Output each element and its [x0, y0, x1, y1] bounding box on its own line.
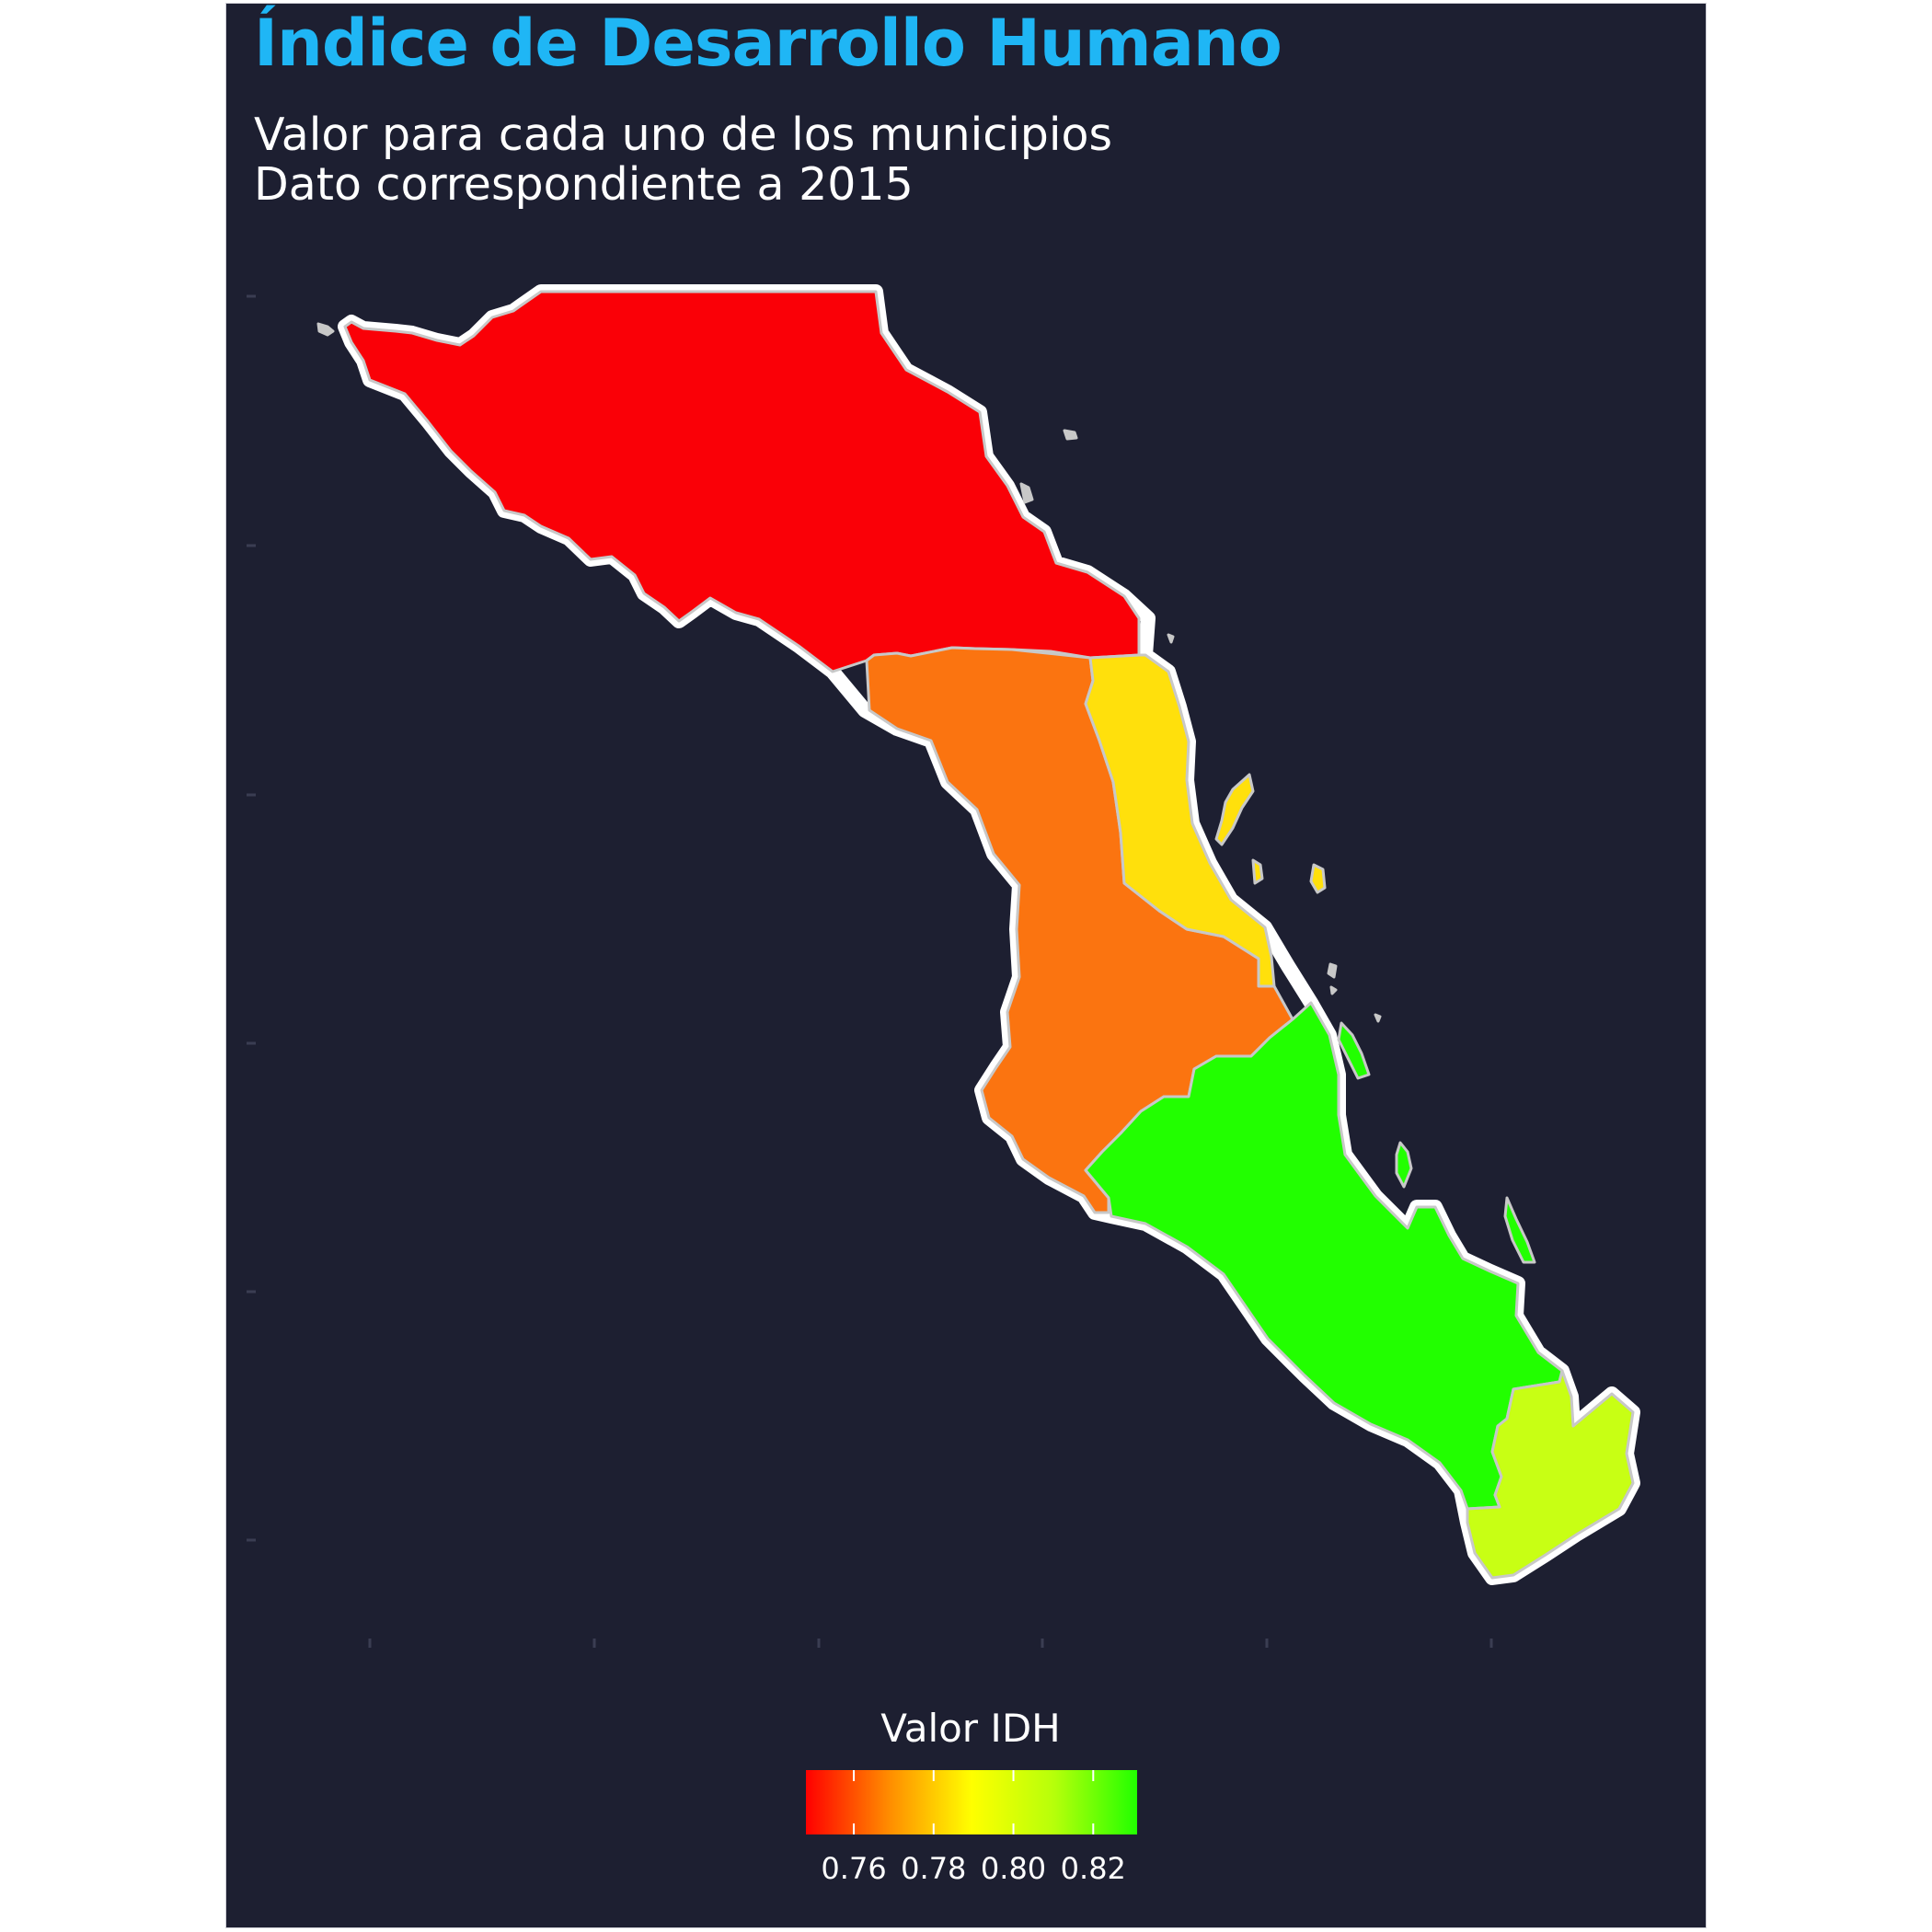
island [316, 322, 335, 337]
map-panel [225, 3, 1707, 1928]
island [1019, 482, 1034, 504]
municipio-norte[interactable] [343, 290, 1141, 673]
island [1309, 863, 1327, 894]
legend-tick-label: 0.78 [901, 1851, 967, 1886]
page-title: Índice de Desarrollo Humano [254, 6, 1282, 81]
island [1327, 962, 1338, 979]
island [1329, 985, 1338, 995]
islands [316, 322, 1536, 1264]
legend-colorbar [806, 1770, 1137, 1834]
legend-tick-label: 0.82 [1060, 1851, 1126, 1886]
legend-tick-label: 0.76 [821, 1851, 887, 1886]
legend-title: Valor IDH [880, 1706, 1061, 1751]
island [1251, 858, 1264, 885]
island [1374, 1013, 1382, 1023]
island [1167, 633, 1175, 644]
island [1214, 773, 1255, 846]
island [1395, 1141, 1413, 1189]
municipio-cabo[interactable] [1466, 1369, 1635, 1580]
island [1337, 1021, 1371, 1080]
axis-ticks [247, 294, 1493, 1648]
island [1063, 429, 1078, 441]
island [1503, 1196, 1536, 1264]
subtitle-line-2: Dato correspondiente a 2015 [254, 158, 914, 211]
legend-tick-label: 0.80 [980, 1851, 1047, 1886]
municipio-centro-este[interactable] [1084, 653, 1276, 988]
subtitle-line-1: Valor para cada uno de los municipios [254, 109, 1113, 161]
